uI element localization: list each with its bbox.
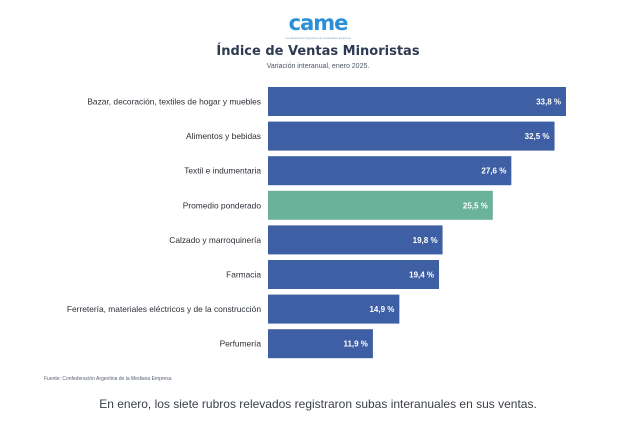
came-logo: came Confederación Argentina de la Media… [20,12,616,40]
category-label: Calzado y marroquinería [169,235,261,245]
bar [268,225,443,255]
value-label: 27,6 % [481,167,506,176]
bar [268,294,400,324]
category-label: Promedio ponderado [183,200,262,210]
value-label: 19,8 % [413,236,438,245]
value-label: 11,9 % [343,340,367,349]
bar [268,329,373,359]
bar [268,156,512,186]
value-label: 33,8 % [536,98,561,107]
category-label: Farmacia [226,270,261,280]
value-label: 32,5 % [525,132,550,141]
chart-subtitle: Variación interanual, enero 2025. [266,63,370,70]
chart-title: Índice de Ventas Minoristas [216,44,420,59]
category-label: Alimentos y bebidas [186,131,261,141]
bar-chart-plot: Bazar, decoración, textiles de hogar y m… [67,87,566,359]
bar [268,260,440,289]
value-label: 14,9 % [369,305,394,314]
value-label: 25,5 % [463,201,488,210]
bar-average [268,190,493,220]
logo-wordmark: came [288,11,349,35]
source-note: Fuente: Confederación Argentina de la Me… [44,376,172,382]
bar [268,121,555,151]
category-label: Bazar, decoración, textiles de hogar y m… [87,97,261,107]
value-label: 19,4 % [409,271,434,280]
logo-tagline: Confederación Argentina de la Mediana Em… [285,36,351,40]
chart-card: came Confederación Argentina de la Media… [20,6,616,388]
image-caption: En enero, los siete rubros relevados reg… [99,397,537,411]
category-label: Perfumería [220,339,262,349]
category-label: Textil e indumentaria [184,166,261,176]
category-label: Ferretería, materiales eléctricos y de l… [67,304,261,314]
bar [268,87,566,116]
